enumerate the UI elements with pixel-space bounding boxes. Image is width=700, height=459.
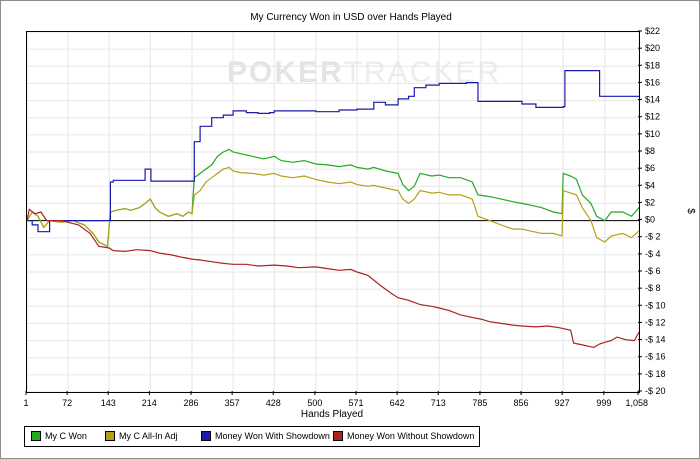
y-tick-label: -$ 18 bbox=[645, 369, 666, 379]
legend: My C Won My C All-In Adj Money Won With … bbox=[24, 426, 480, 447]
y-tick-label: $22 bbox=[645, 26, 660, 36]
x-tick-label: 143 bbox=[101, 398, 116, 408]
x-tick-label: 1,058 bbox=[625, 398, 648, 408]
y-tick-label: $6 bbox=[645, 163, 655, 173]
y-tick-label: -$ 14 bbox=[645, 335, 666, 345]
legend-label: My C All-In Adj bbox=[119, 431, 178, 441]
x-tick-label: 999 bbox=[596, 398, 611, 408]
x-tick-label: 571 bbox=[349, 398, 364, 408]
series-line-3 bbox=[27, 208, 639, 349]
y-tick-label: -$ 6 bbox=[645, 266, 661, 276]
x-tick-label: 642 bbox=[390, 398, 405, 408]
series-line-0 bbox=[27, 148, 639, 248]
y-tick-label: -$ 8 bbox=[645, 283, 661, 293]
legend-label: Money Won With Showdown bbox=[215, 431, 330, 441]
legend-swatch bbox=[333, 431, 343, 441]
x-tick-label: 713 bbox=[431, 398, 446, 408]
y-tick-label: $4 bbox=[645, 180, 655, 190]
legend-item-money-won-without-showdown: Money Won Without Showdown bbox=[333, 431, 474, 441]
y-tick-label: $0 bbox=[645, 215, 655, 225]
legend-swatch bbox=[105, 431, 115, 441]
x-axis-label: Hands Played bbox=[301, 409, 363, 420]
y-tick-label: -$ 12 bbox=[645, 317, 666, 327]
x-tick-label: 785 bbox=[472, 398, 487, 408]
series-layer bbox=[27, 70, 639, 349]
y-tick-label: $18 bbox=[645, 60, 660, 70]
y-axis-label: $ bbox=[685, 208, 696, 214]
legend-label: Money Won Without Showdown bbox=[347, 431, 475, 441]
y-tick-label: -$ 4 bbox=[645, 249, 661, 259]
x-tick-label: 1 bbox=[23, 398, 28, 408]
legend-swatch bbox=[201, 431, 211, 441]
y-tick-label: $16 bbox=[645, 77, 660, 87]
series-line-1 bbox=[27, 166, 639, 248]
x-tick-label: 214 bbox=[142, 398, 157, 408]
legend-label: My C Won bbox=[45, 431, 87, 441]
y-tick-label: $14 bbox=[645, 95, 660, 105]
legend-item-my-c-won: My C Won bbox=[31, 431, 87, 441]
y-tick-label: -$ 20 bbox=[645, 386, 666, 396]
x-tick-label: 428 bbox=[266, 398, 281, 408]
legend-swatch bbox=[31, 431, 41, 441]
chart-title: My Currency Won in USD over Hands Played bbox=[250, 12, 452, 23]
x-tick-label: 72 bbox=[62, 398, 72, 408]
legend-item-money-won-with-showdown: Money Won With Showdown bbox=[201, 431, 330, 441]
y-tick-label: -$ 10 bbox=[645, 300, 666, 310]
y-tick-label: -$ 2 bbox=[645, 232, 661, 242]
plot-svg bbox=[27, 32, 639, 392]
x-tick-label: 500 bbox=[307, 398, 322, 408]
y-tick-label: $8 bbox=[645, 146, 655, 156]
x-tick-label: 856 bbox=[514, 398, 529, 408]
x-tick-label: 357 bbox=[225, 398, 240, 408]
y-tick-label: $20 bbox=[645, 43, 660, 53]
x-tick-label: 286 bbox=[183, 398, 198, 408]
grid-layer bbox=[27, 32, 639, 392]
y-tick-label: $10 bbox=[645, 129, 660, 139]
series-line-2 bbox=[27, 70, 639, 233]
y-tick-label: $12 bbox=[645, 112, 660, 122]
y-tick-label: -$ 16 bbox=[645, 352, 666, 362]
y-tick-label: $2 bbox=[645, 197, 655, 207]
legend-item-my-c-all-in-adj: My C All-In Adj bbox=[105, 431, 178, 441]
x-tick-label: 927 bbox=[555, 398, 570, 408]
plot-area: POKERTRACKER bbox=[26, 31, 640, 393]
